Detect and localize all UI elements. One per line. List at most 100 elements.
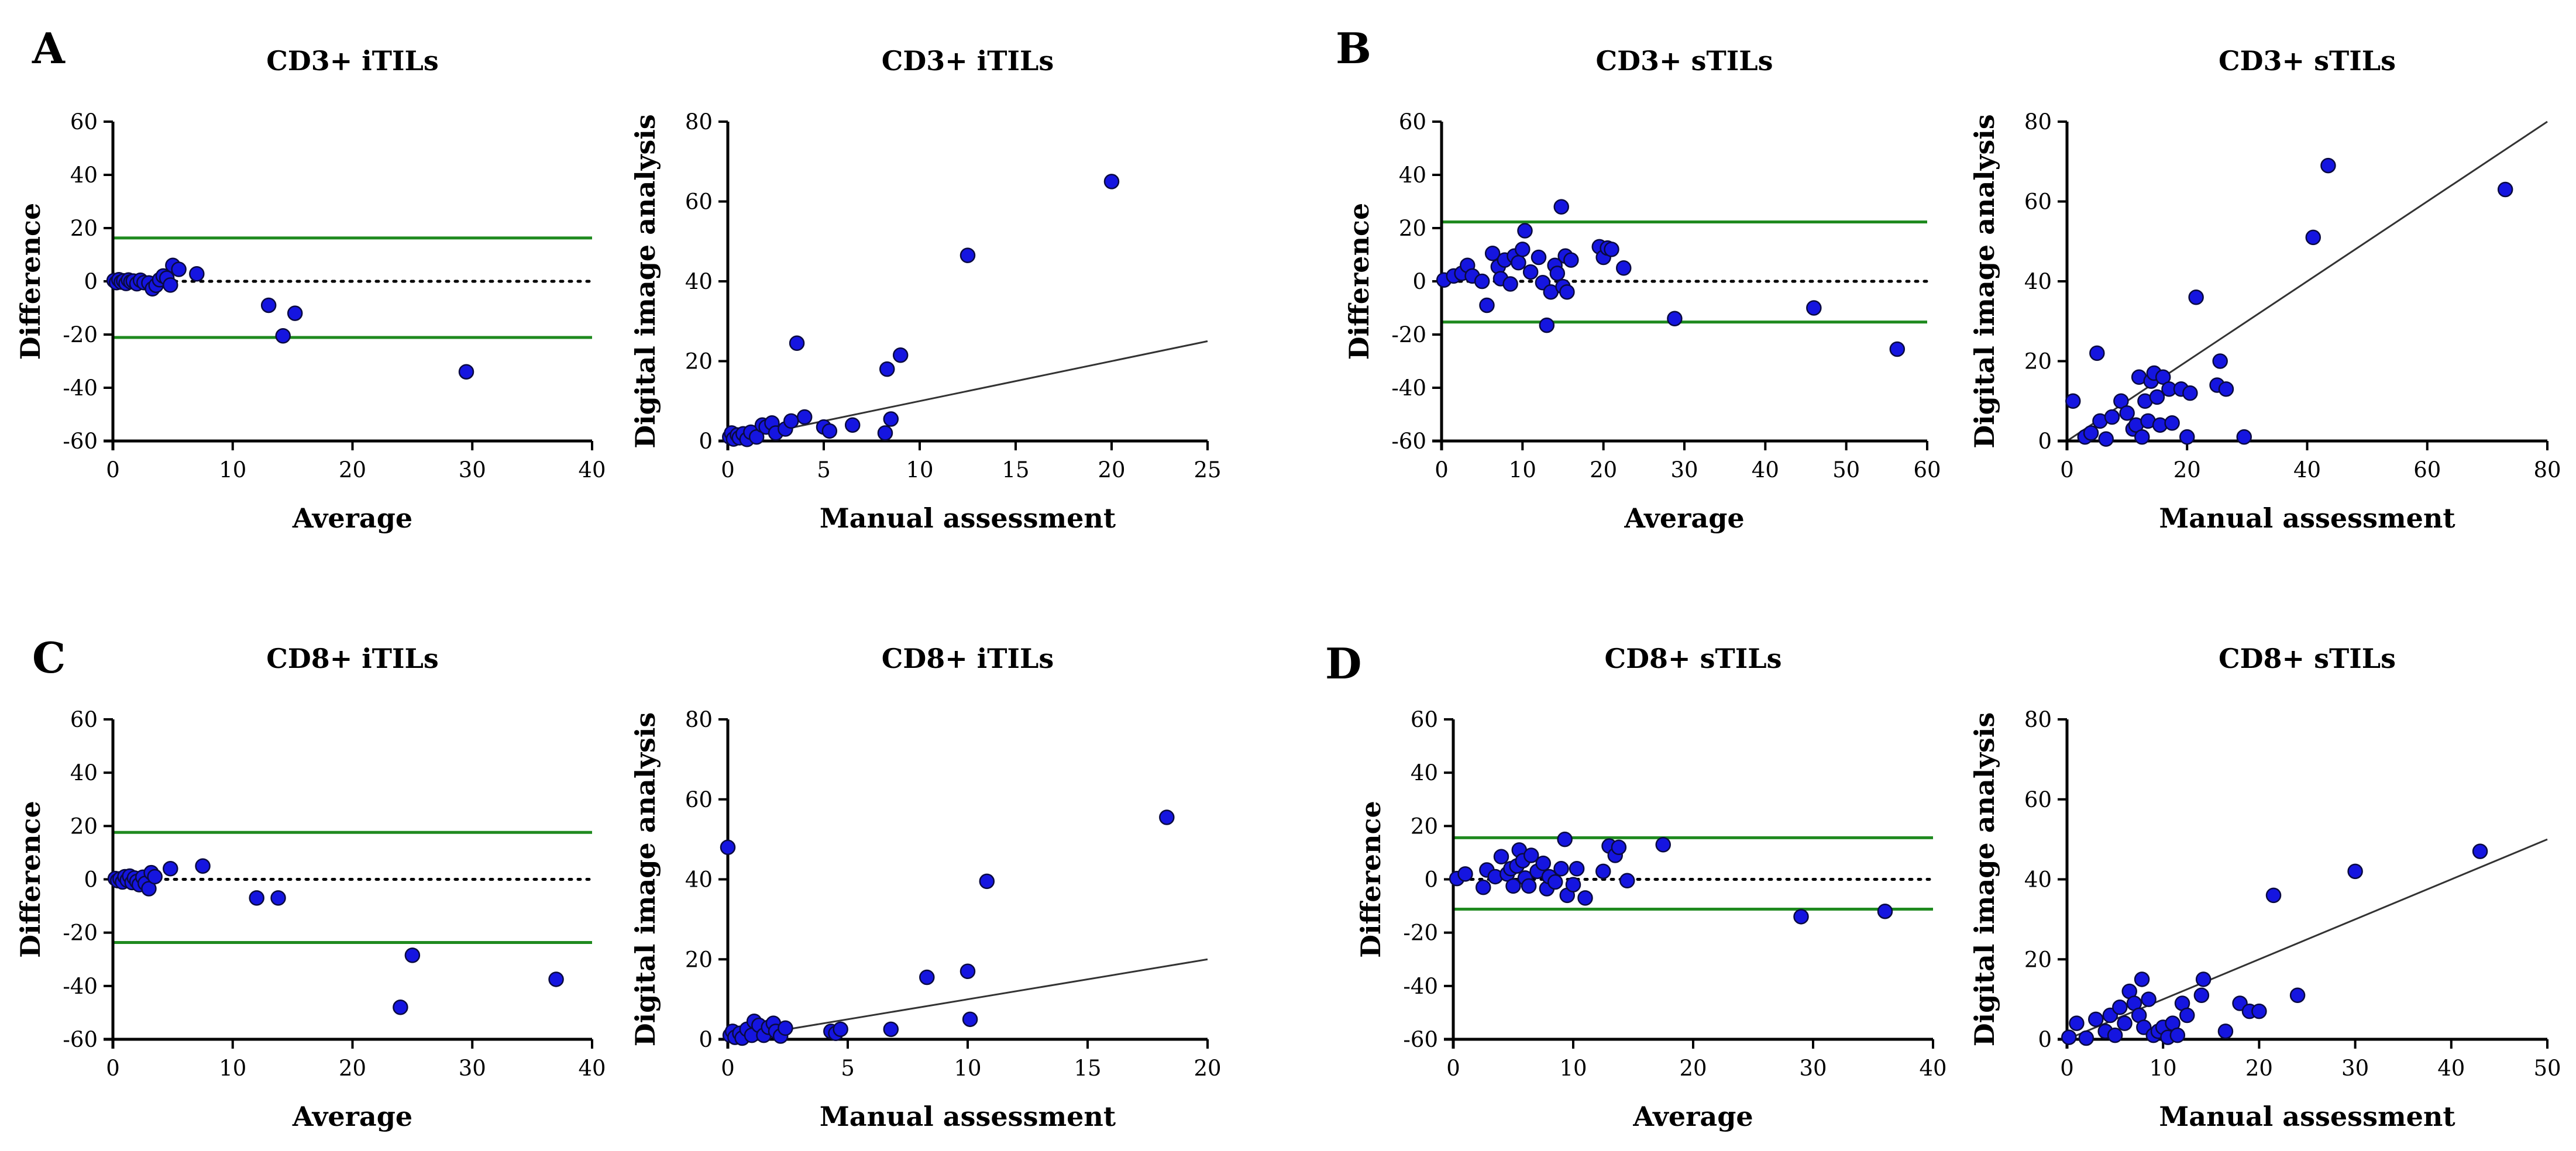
y-tick-label: -40 xyxy=(63,375,98,401)
x-tick-label: 20 xyxy=(1194,1056,1221,1081)
x-tick-label: 0 xyxy=(2060,457,2074,483)
x-tick-label: 30 xyxy=(459,1056,486,1081)
y-axis-label: Digital image analysis xyxy=(1969,114,2000,448)
data-point xyxy=(1553,861,1569,877)
data-point xyxy=(260,297,277,313)
x-tick-label: 0 xyxy=(2060,1056,2074,1081)
data-point xyxy=(2083,425,2099,441)
data-point xyxy=(2347,863,2363,880)
x-axis-label: Average xyxy=(292,502,412,534)
y-tick-label: 60 xyxy=(1411,707,1438,732)
y-axis-label: Difference xyxy=(1343,203,1375,360)
y-tick-label: 60 xyxy=(1399,109,1426,135)
chart-title: CD3+ sTILs xyxy=(2219,45,2396,77)
y-tick-label: 0 xyxy=(699,1027,713,1052)
data-point xyxy=(1595,863,1611,880)
x-tick-label: 40 xyxy=(2437,1056,2465,1081)
x-tick-label: 10 xyxy=(219,1056,246,1081)
y-tick-label: 20 xyxy=(2024,947,2052,972)
y-tick-label: 0 xyxy=(2038,1027,2052,1052)
data-point xyxy=(1563,252,1579,268)
chart-5: CD8+ iTILs Average Difference 0 10 20 30 40 -60 -… xyxy=(15,643,606,1132)
y-tick-label: 80 xyxy=(2024,109,2052,135)
data-point xyxy=(195,858,211,874)
data-point xyxy=(1569,861,1585,877)
data-point xyxy=(2236,429,2252,445)
x-tick-label: 25 xyxy=(1194,457,1221,483)
x-tick-label: 40 xyxy=(578,457,606,483)
data-point xyxy=(2119,405,2135,421)
data-point xyxy=(1655,836,1671,853)
y-axis-label: Digital image analysis xyxy=(630,712,661,1046)
data-point xyxy=(1159,809,1175,825)
x-axis-label: Average xyxy=(292,1101,412,1132)
y-axis-label: Digital image analysis xyxy=(1969,712,2000,1046)
data-point xyxy=(1616,260,1632,276)
y-tick-label: -60 xyxy=(63,429,98,454)
x-axis-label: Manual assessment xyxy=(2159,502,2455,534)
x-tick-label: 40 xyxy=(578,1056,606,1081)
data-point xyxy=(919,969,935,985)
data-point xyxy=(1515,242,1531,257)
data-point xyxy=(163,277,178,293)
regression-line xyxy=(727,958,1208,1040)
x-tick-label: 80 xyxy=(2533,457,2561,483)
data-point xyxy=(1565,877,1581,892)
chart-7: CD8+ sTILs Average Difference 0 10 20 30 40 -60 -… xyxy=(1355,643,1947,1132)
y-tick-label: 0 xyxy=(1424,867,1438,892)
regression-line xyxy=(2066,120,2548,442)
data-point xyxy=(796,409,813,425)
y-tick-label: 40 xyxy=(2024,269,2052,294)
data-point xyxy=(2289,987,2306,1004)
y-tick-label: -20 xyxy=(63,322,98,347)
regression-line xyxy=(727,340,1208,442)
data-point xyxy=(2472,843,2488,859)
y-tick-label: 40 xyxy=(1411,760,1438,785)
y-axis-label: Difference xyxy=(15,801,46,958)
data-point xyxy=(2088,1011,2104,1028)
data-point xyxy=(1553,199,1569,215)
data-point xyxy=(892,347,909,363)
x-tick-label: 50 xyxy=(2533,1056,2561,1081)
y-tick-label: 20 xyxy=(685,349,713,374)
y-tick-label: 20 xyxy=(685,947,713,972)
chart-title: CD3+ iTILs xyxy=(882,45,1054,77)
data-point xyxy=(2112,1000,2128,1015)
data-point xyxy=(959,247,976,263)
y-tick-label: -60 xyxy=(1391,429,1426,454)
data-point xyxy=(393,1000,408,1015)
panel-letter-c: C xyxy=(32,633,66,683)
x-tick-label: 30 xyxy=(459,457,486,483)
data-point xyxy=(2164,415,2180,431)
data-point xyxy=(1619,873,1635,889)
y-tick-label: 20 xyxy=(1411,814,1438,839)
y-tick-label: -40 xyxy=(1403,974,1438,999)
data-point xyxy=(2078,1030,2094,1046)
data-point xyxy=(2149,389,2165,405)
y-axis-label: Difference xyxy=(1355,801,1387,958)
data-point xyxy=(1505,878,1521,894)
x-axis-label: Manual assessment xyxy=(820,502,1116,534)
data-point xyxy=(1521,878,1537,894)
x-tick-label: 5 xyxy=(817,457,831,483)
x-tick-label: 10 xyxy=(2149,1056,2177,1081)
y-tick-label: 0 xyxy=(1412,269,1426,294)
data-point xyxy=(844,417,861,433)
chart-8: CD8+ sTILs Manual assessment Digital image… xyxy=(1969,643,2561,1132)
data-point xyxy=(2320,157,2336,174)
x-tick-label: 20 xyxy=(339,1056,366,1081)
data-point xyxy=(2134,971,2150,987)
y-tick-label: 60 xyxy=(2024,189,2052,215)
y-tick-label: 80 xyxy=(685,707,713,732)
x-tick-label: 0 xyxy=(1446,1056,1460,1081)
data-point xyxy=(789,335,805,351)
data-point xyxy=(2113,393,2129,409)
data-point xyxy=(2179,1007,2195,1024)
data-point xyxy=(1474,273,1490,290)
data-point xyxy=(2193,987,2210,1004)
data-point xyxy=(2065,393,2081,409)
y-axis-label: Digital image analysis xyxy=(630,114,661,448)
data-point xyxy=(2305,229,2322,246)
x-axis-label: Average xyxy=(1624,502,1744,534)
data-point xyxy=(2098,431,2114,447)
